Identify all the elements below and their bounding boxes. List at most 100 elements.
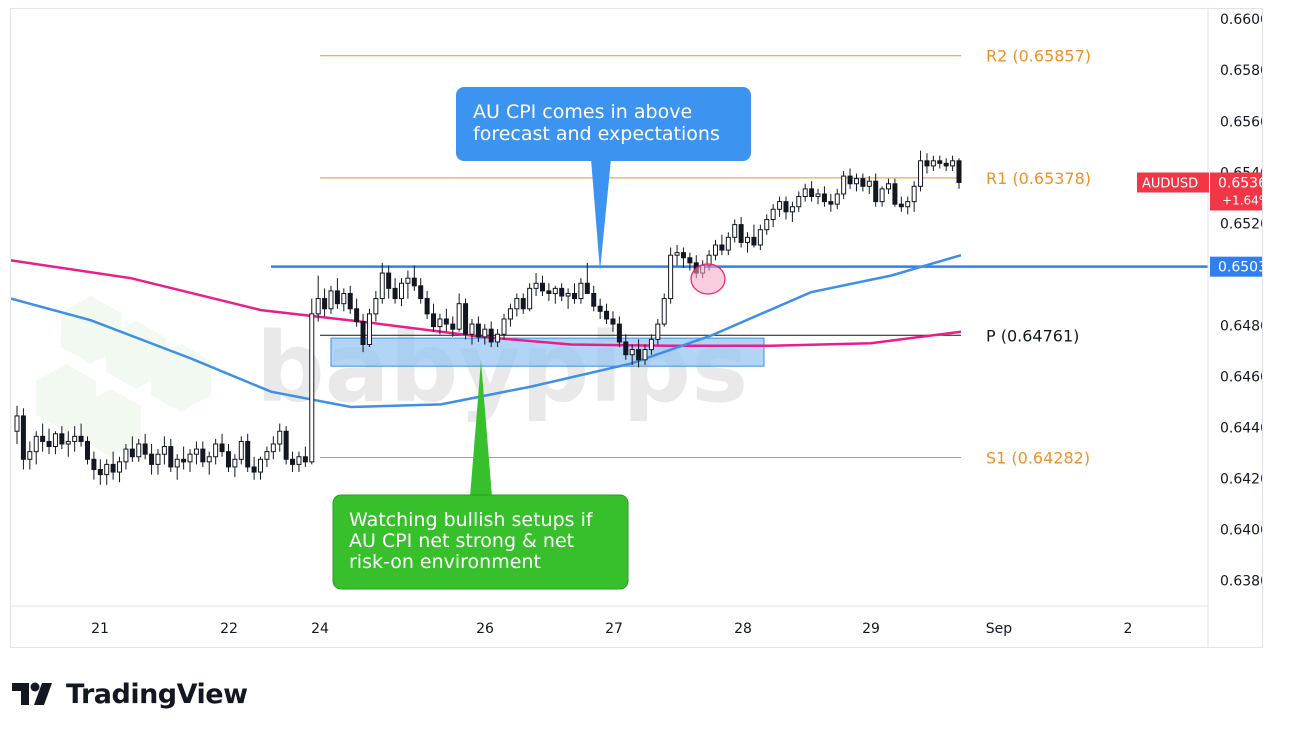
candle bbox=[821, 186, 827, 207]
candle-body bbox=[187, 453, 193, 463]
candle bbox=[283, 426, 289, 465]
candle-body bbox=[507, 308, 513, 320]
candle bbox=[46, 428, 52, 455]
candle-body bbox=[802, 188, 808, 198]
price-tick-label: 0.66000 bbox=[1220, 12, 1262, 28]
candle-body bbox=[559, 287, 565, 297]
bullish-callout-line-3: risk-on environment bbox=[349, 551, 541, 573]
bullish-callout: Watching bullish setups if AU CPI net st… bbox=[332, 361, 629, 590]
candle-body bbox=[777, 201, 783, 210]
candle-body bbox=[206, 456, 212, 463]
candle bbox=[924, 153, 930, 174]
price-chart[interactable]: babypips R2 (0.65857) R1 (0.65378) P (0.64… bbox=[10, 9, 1278, 647]
candle-body bbox=[52, 433, 58, 448]
candle bbox=[97, 459, 103, 485]
candle-body bbox=[809, 188, 815, 198]
candle bbox=[315, 275, 321, 322]
candle-body bbox=[616, 323, 622, 343]
price-tick-label: 0.64200 bbox=[1220, 471, 1262, 487]
candle-body bbox=[354, 308, 360, 323]
candle-body bbox=[97, 469, 103, 476]
candle bbox=[866, 176, 872, 194]
candle bbox=[559, 283, 565, 302]
candle-body bbox=[456, 303, 462, 330]
candle-body bbox=[334, 290, 340, 305]
candle bbox=[725, 232, 731, 256]
candle-body bbox=[956, 160, 962, 183]
time-tick-label: 24 bbox=[311, 621, 329, 637]
candle bbox=[149, 443, 155, 475]
candle bbox=[680, 247, 686, 268]
candle-body bbox=[200, 448, 206, 463]
candle bbox=[437, 313, 443, 335]
candle bbox=[892, 178, 898, 207]
candle bbox=[597, 298, 603, 319]
last-price-badge bbox=[1210, 172, 1270, 211]
candle-body bbox=[238, 440, 244, 460]
level-label-r2: R2 (0.65857) bbox=[986, 47, 1091, 66]
candle bbox=[604, 303, 610, 325]
candle bbox=[809, 181, 815, 202]
candle bbox=[873, 173, 879, 207]
candle-body bbox=[213, 443, 219, 458]
candle bbox=[886, 178, 892, 194]
candle-body bbox=[296, 456, 302, 465]
candle-body bbox=[770, 208, 776, 220]
candle bbox=[661, 293, 667, 327]
bullish-callout-line-1: Watching bullish setups if bbox=[349, 509, 594, 531]
candle bbox=[59, 426, 65, 450]
candle-body bbox=[789, 206, 795, 213]
candle bbox=[27, 441, 33, 470]
candle bbox=[578, 278, 584, 304]
candle bbox=[142, 433, 148, 460]
candle bbox=[757, 224, 763, 251]
candle bbox=[424, 290, 430, 319]
candle-body bbox=[40, 435, 46, 442]
candle bbox=[328, 285, 334, 314]
price-tick-label: 0.64600 bbox=[1220, 369, 1262, 385]
candle-body bbox=[270, 443, 276, 453]
candle-body bbox=[687, 257, 693, 264]
candle bbox=[238, 436, 244, 465]
candle bbox=[219, 433, 225, 457]
tradingview-logo[interactable]: TradingView bbox=[12, 676, 248, 712]
moving-average-2 bbox=[10, 253, 962, 409]
candle-body bbox=[873, 180, 879, 203]
candle bbox=[847, 168, 853, 189]
candle-body bbox=[65, 440, 71, 445]
candle bbox=[398, 278, 404, 307]
candle bbox=[937, 155, 943, 169]
symbol-badge-text: AUDUSD bbox=[1142, 176, 1198, 191]
bullish-callout-line-2: AU CPI net strong & net bbox=[349, 530, 574, 552]
candle-body bbox=[379, 272, 385, 300]
candle bbox=[853, 173, 859, 192]
price-tick-label: 0.65600 bbox=[1220, 114, 1262, 130]
candle bbox=[719, 234, 725, 256]
candle bbox=[712, 239, 718, 261]
price-axis[interactable]: 0.660000.658000.656000.654000.652000.648… bbox=[1220, 12, 1278, 589]
candle bbox=[905, 196, 911, 215]
candle bbox=[501, 313, 507, 340]
candle bbox=[258, 456, 264, 480]
candle-body bbox=[860, 178, 866, 187]
candle-body bbox=[181, 458, 187, 463]
candle bbox=[539, 275, 545, 297]
candle bbox=[360, 313, 366, 353]
candle-body bbox=[104, 463, 110, 476]
candle-body bbox=[59, 433, 65, 445]
candle-body bbox=[347, 292, 353, 310]
candle-body bbox=[886, 183, 892, 190]
candle-body bbox=[168, 446, 174, 468]
candle-body bbox=[392, 287, 398, 300]
candle-body bbox=[341, 292, 347, 305]
candle bbox=[668, 247, 674, 304]
candle-body bbox=[411, 277, 417, 287]
candle-body bbox=[373, 298, 379, 315]
candle bbox=[546, 283, 552, 302]
candle-body bbox=[219, 443, 225, 453]
candle-body bbox=[930, 160, 936, 167]
candle-body bbox=[668, 254, 674, 300]
time-axis[interactable]: 21 22 24 26 27 28 29 Sep 2 bbox=[91, 621, 1132, 637]
price-tick-label: 0.64400 bbox=[1220, 420, 1262, 436]
candle-body bbox=[193, 448, 199, 455]
